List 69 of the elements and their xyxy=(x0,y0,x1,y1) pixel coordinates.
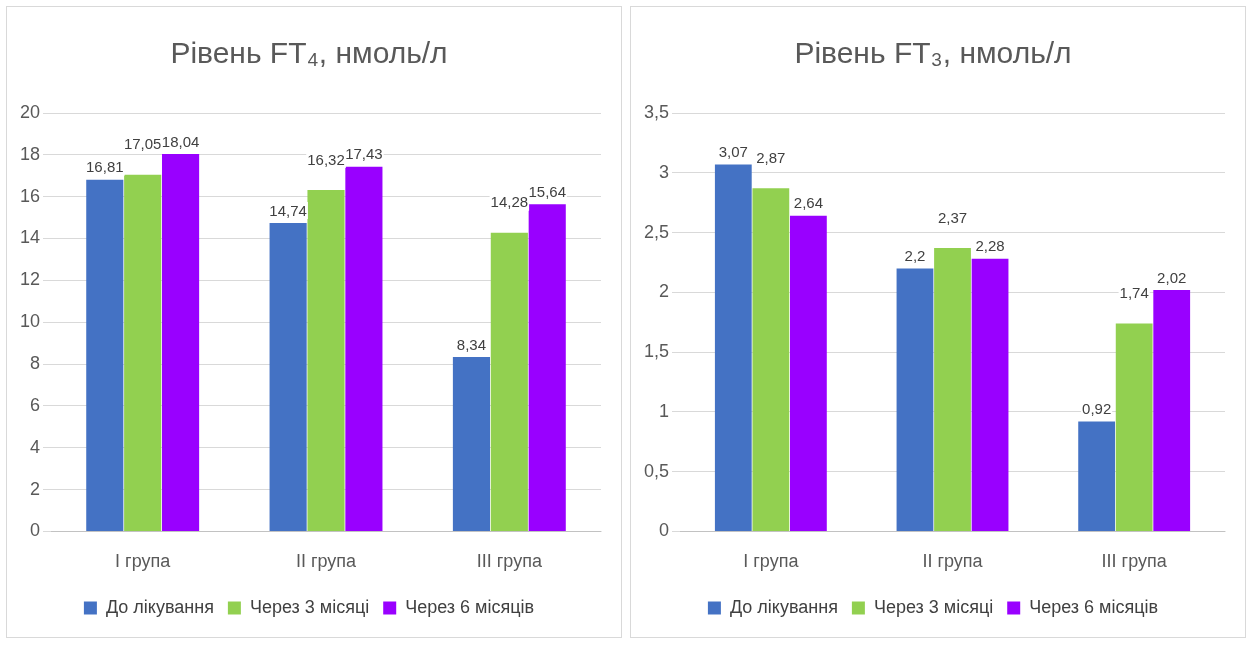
data-label: 2,28 xyxy=(975,237,1005,255)
bar xyxy=(86,179,124,531)
data-label: 17,05 xyxy=(123,135,162,153)
data-label: 14,74 xyxy=(269,201,307,219)
bar xyxy=(752,188,790,531)
data-label: 16,81 xyxy=(86,158,124,176)
bar xyxy=(714,164,752,531)
x-tick-label: II група xyxy=(295,551,358,572)
y-tick-label: 0 xyxy=(30,520,41,541)
x-tick-label: I група xyxy=(115,551,172,572)
chart-title: Рівень FT₄, нмоль/л xyxy=(170,36,448,70)
bar xyxy=(971,258,1009,531)
y-tick-label: 0 xyxy=(659,520,670,541)
bar xyxy=(345,166,383,531)
data-label: 0,92 xyxy=(1082,400,1112,418)
x-tick-label: III група xyxy=(476,551,543,572)
bar xyxy=(896,268,934,531)
y-tick-label: 3 xyxy=(659,161,670,182)
data-label: 8,34 xyxy=(456,335,487,353)
data-label: 2,37 xyxy=(937,208,968,226)
y-tick-label: 10 xyxy=(19,311,41,332)
y-tick-label: 20 xyxy=(19,101,41,122)
y-tick-label: 12 xyxy=(19,269,41,290)
legend-label: Через 6 місяців xyxy=(1029,596,1159,617)
bar xyxy=(1153,289,1191,531)
data-label: 3,07 xyxy=(718,143,748,161)
legend-label: Через 3 місяці xyxy=(873,596,994,617)
bar xyxy=(124,174,162,531)
chart-title: Рівень FT₃, нмоль/л xyxy=(794,36,1072,70)
bar xyxy=(1078,421,1116,531)
y-tick-label: 2 xyxy=(659,281,670,302)
y-tick-label: 3,5 xyxy=(643,101,670,122)
x-tick-label: II група xyxy=(922,551,984,572)
y-tick-label: 8 xyxy=(30,353,41,374)
data-label: 17,43 xyxy=(345,145,383,163)
data-label: 2,02 xyxy=(1157,268,1187,286)
y-tick-label: 1,5 xyxy=(643,341,670,362)
legend-label: Через 3 місяці xyxy=(249,596,370,617)
bar xyxy=(269,223,307,531)
y-tick-label: 6 xyxy=(30,394,41,415)
bar xyxy=(307,189,345,531)
legend-label: Через 6 місяців xyxy=(405,596,535,617)
y-tick-label: 4 xyxy=(30,436,41,457)
x-tick-label: III група xyxy=(1101,551,1168,572)
y-tick-label: 2 xyxy=(30,478,41,499)
data-label: 16,32 xyxy=(307,150,345,168)
y-tick-label: 1 xyxy=(659,400,670,421)
data-label: 15,64 xyxy=(528,182,566,200)
data-label: 2,2 xyxy=(904,247,926,265)
bar xyxy=(790,215,827,531)
bar xyxy=(162,154,200,531)
x-tick-label: I група xyxy=(743,551,800,572)
bar xyxy=(452,356,491,531)
bar xyxy=(934,248,971,531)
legend-label: До лікування xyxy=(105,596,214,617)
legend-label: До лікування xyxy=(729,596,838,617)
data-label: 2,87 xyxy=(756,148,786,166)
data-label: 2,64 xyxy=(793,194,823,212)
y-tick-label: 14 xyxy=(19,227,41,248)
y-tick-label: 18 xyxy=(19,143,41,164)
y-tick-label: 16 xyxy=(19,185,41,206)
bar xyxy=(490,232,528,531)
data-label: 14,28 xyxy=(490,193,529,211)
bar xyxy=(528,204,566,531)
y-tick-label: 0,5 xyxy=(643,460,670,481)
data-label: 1,74 xyxy=(1119,284,1149,302)
y-tick-label: 2,5 xyxy=(643,221,670,242)
bar xyxy=(1115,323,1153,531)
data-label: 18,04 xyxy=(161,132,200,150)
